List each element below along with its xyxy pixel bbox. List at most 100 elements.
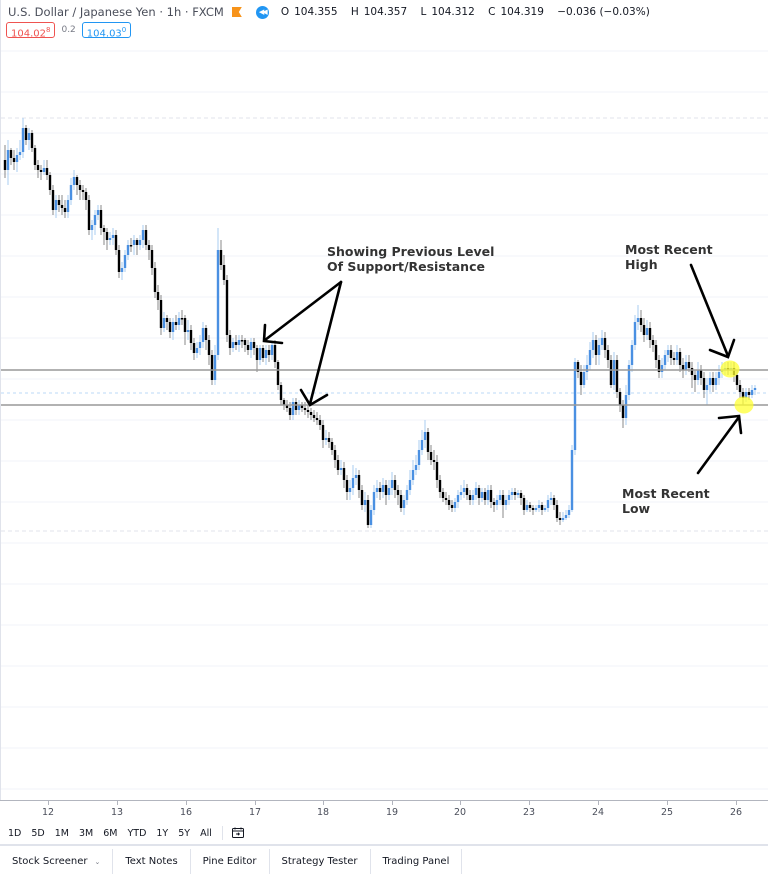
range-button-5d[interactable]: 5D — [31, 827, 45, 839]
range-button-3m[interactable]: 3M — [78, 827, 94, 839]
spread-value: 0.2 — [61, 25, 76, 35]
most-recent-low-marker — [734, 396, 754, 414]
range-button-ytd[interactable]: YTD — [127, 827, 147, 839]
candle-up — [348, 488, 352, 492]
candle-up — [600, 338, 604, 345]
tab-stock-screener[interactable]: Stock Screener ⌄ — [0, 849, 114, 874]
candle-up — [201, 328, 205, 342]
candle-down — [276, 362, 280, 385]
annotation-support-resistance[interactable]: Showing Previous Level Of Support/Resist… — [327, 244, 495, 274]
candle-down — [519, 493, 523, 498]
sell-button[interactable]: 104.028 — [6, 22, 56, 40]
tab-text-notes[interactable]: Text Notes — [113, 849, 191, 874]
range-button-1d[interactable]: 1D — [8, 827, 22, 839]
candle-up — [573, 362, 577, 450]
candle-up — [354, 475, 358, 478]
annotation-most-recent-low[interactable]: Most Recent Low — [622, 486, 710, 516]
flag-icon[interactable] — [231, 7, 242, 17]
arrow-sr-upper[interactable] — [263, 280, 343, 342]
candle-up — [675, 352, 679, 360]
candle-down — [606, 350, 610, 360]
candle-up — [462, 488, 466, 492]
candle-down — [501, 495, 505, 505]
candle-down — [576, 362, 580, 372]
tab-strategy-tester[interactable]: Strategy Tester — [270, 849, 371, 874]
arrow-high[interactable] — [689, 263, 730, 358]
candle-up — [18, 152, 22, 155]
tab-trading-panel[interactable]: Trading Panel — [371, 849, 463, 874]
candle-up — [744, 392, 748, 398]
candle-down — [156, 292, 160, 300]
candle-down — [378, 488, 382, 492]
buy-button[interactable]: 104.030 — [81, 22, 132, 39]
candle-up — [420, 440, 424, 450]
candle-down — [321, 425, 325, 440]
annotation-most-recent-high[interactable]: Most Recent High — [625, 242, 713, 272]
range-button-6m[interactable]: 6M — [103, 827, 118, 839]
close-label: C — [488, 6, 496, 18]
candle-down — [24, 128, 28, 140]
chart-pane[interactable]: U.S. Dollar / Japanese Yen · 1h · FXCM ◀… — [0, 0, 768, 800]
arrow-low[interactable] — [696, 415, 741, 475]
support-resistance-lines[interactable] — [1, 369, 768, 406]
candle-up — [549, 498, 553, 500]
candle-up — [405, 490, 409, 500]
open-label: O — [280, 6, 290, 18]
range-button-all[interactable]: All — [200, 827, 212, 839]
symbol-legend[interactable]: U.S. Dollar / Japanese Yen · 1h · FXCM ◀… — [8, 4, 655, 20]
range-button-1y[interactable]: 1Y — [156, 827, 169, 839]
rewind-icon[interactable]: ◀◀ — [255, 5, 269, 19]
time-axis[interactable]: 12 13 16 17 18 19 20 23 24 25 26 — [0, 800, 768, 822]
candle-up — [591, 340, 595, 350]
candlestick-chart[interactable] — [1, 0, 768, 800]
range-button-1m[interactable]: 1M — [54, 827, 69, 839]
candle-down — [279, 385, 283, 400]
candle-down — [51, 190, 55, 210]
candle-down — [438, 480, 442, 492]
arrow-low-head — [717, 414, 743, 435]
candle-up — [567, 510, 571, 515]
candle-down — [642, 325, 646, 335]
candle-down — [99, 210, 103, 228]
range-button-5y[interactable]: 5Y — [178, 827, 191, 839]
tab-pine-editor[interactable]: Pine Editor — [191, 849, 270, 874]
candle-up — [108, 238, 112, 240]
candle-up — [381, 485, 385, 492]
candle-down — [522, 498, 526, 510]
candle-up — [363, 500, 367, 505]
candle-down — [33, 148, 37, 165]
sell-price: 104.02 — [11, 28, 46, 40]
candle-down — [384, 485, 388, 495]
candle-down — [333, 450, 337, 460]
candle-down — [741, 392, 745, 398]
candle-up — [546, 500, 550, 508]
candle-down — [678, 352, 682, 365]
candle-down — [150, 250, 154, 268]
candle-down — [429, 452, 433, 460]
candle-up — [471, 495, 475, 500]
candle-down — [309, 412, 313, 415]
open-value: 104.355 — [294, 6, 338, 18]
candle-up — [177, 318, 181, 325]
candle-up — [486, 490, 490, 500]
chevron-down-icon[interactable]: ⌄ — [94, 857, 101, 866]
candle-down — [651, 340, 655, 345]
candle-down — [528, 505, 532, 508]
symbol-title[interactable]: U.S. Dollar / Japanese Yen · 1h · FXCM — [8, 5, 224, 19]
arrow-sr-lower[interactable] — [308, 280, 343, 406]
calendar-goto-icon[interactable] — [231, 824, 245, 843]
tab-label: Strategy Tester — [281, 856, 358, 867]
candle-down — [513, 492, 517, 495]
candle-down — [105, 232, 109, 240]
annotation-arrows[interactable] — [262, 263, 743, 475]
time-label: 23 — [522, 807, 536, 818]
candle-up — [597, 345, 601, 355]
candle-down — [282, 400, 286, 405]
candle-up — [495, 500, 499, 505]
candle-up — [543, 508, 547, 510]
candle-up — [666, 350, 670, 355]
candle-down — [222, 265, 226, 280]
ohlc-values: O 104.355 H 104.357 L 104.312 C 104.319 −0.0… — [281, 6, 655, 18]
time-tick — [460, 801, 461, 805]
candle-down — [129, 245, 133, 247]
